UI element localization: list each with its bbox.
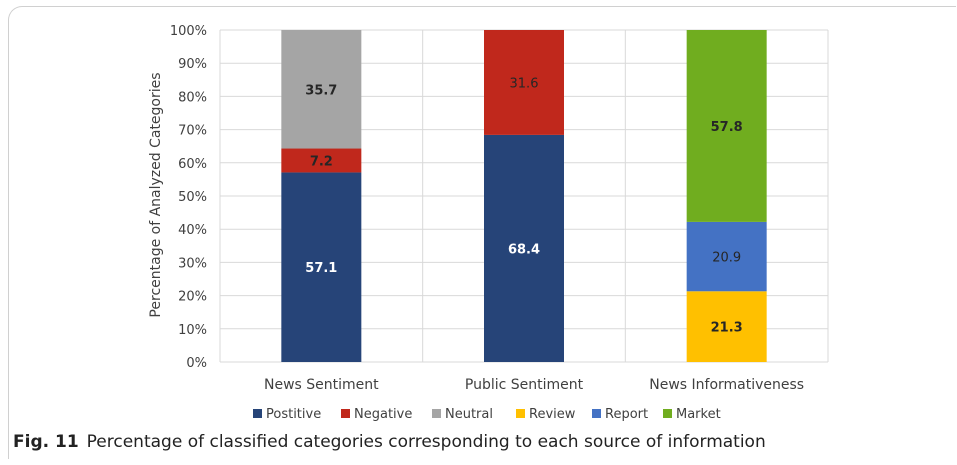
legend-swatch [592, 409, 601, 418]
bar-segment-review [686, 291, 767, 362]
x-tick-label: Public Sentiment [465, 377, 584, 393]
legend-swatch [432, 409, 441, 418]
data-label: 20.9 [712, 251, 741, 266]
legend-label: Market [676, 407, 721, 422]
bar-segment-report [686, 221, 767, 292]
figure-caption: Fig. 11 Percentage of classified categori… [13, 432, 766, 452]
data-label: 68.4 [508, 242, 540, 257]
y-tick-label: 40% [178, 223, 207, 238]
data-label: 35.7 [305, 83, 337, 98]
data-label: 57.8 [711, 120, 743, 135]
bar-segment-postitive [281, 172, 362, 362]
y-tick-label: 30% [178, 256, 207, 271]
y-tick-label: 80% [178, 90, 207, 105]
y-tick-label: 70% [178, 124, 207, 139]
y-tick-label: 0% [186, 356, 207, 371]
x-tick-label: News Informativeness [649, 377, 804, 393]
y-tick-label: 20% [178, 290, 207, 305]
legend: Postitive Negative Neutral Review Report Mark… [253, 407, 721, 422]
data-label: 7.2 [310, 154, 333, 169]
y-tick-label: 60% [178, 157, 207, 172]
legend-swatch [663, 409, 672, 418]
y-tick-label: 10% [178, 323, 207, 338]
legend-label: Negative [354, 407, 412, 422]
bar-segment-neutral [281, 30, 362, 149]
figure-frame [8, 6, 956, 459]
data-label: 31.6 [510, 76, 539, 91]
bar-segment-negative [281, 148, 362, 173]
bar-segment-market [686, 30, 767, 222]
legend-swatch [253, 409, 262, 418]
legend-label: Neutral [445, 407, 493, 422]
legend-label: Postitive [266, 407, 321, 422]
bars: 57.1 7.2 35.7 68.4 31.6 21.3 20.9 57.8 [281, 30, 767, 362]
figure-number: Fig. 11 [13, 432, 79, 452]
caption-text: Percentage of classified categories corr… [86, 432, 766, 452]
data-label: 57.1 [305, 261, 337, 276]
legend-swatch [516, 409, 525, 418]
axes: 0% 10% 20% 30% 40% 50% 60% 70% 80% 90% 100% News Se… [170, 24, 804, 393]
legend-label: Review [529, 407, 576, 422]
y-tick-label: 100% [170, 24, 207, 39]
y-tick-label: 50% [178, 190, 207, 205]
x-tick-label: News Sentiment [264, 377, 379, 393]
y-axis-label: Percentage of Analyzed Categories [148, 72, 164, 317]
legend-swatch [341, 409, 350, 418]
bar-segment-postitive [484, 134, 564, 362]
y-tick-label: 90% [178, 57, 207, 72]
bar-segment-negative [484, 30, 564, 135]
stacked-bar-chart: 57.1 7.2 35.7 68.4 31.6 21.3 20.9 57.8 0% 10% 20%… [148, 24, 829, 422]
legend-label: Report [605, 407, 648, 422]
data-label: 21.3 [711, 321, 743, 336]
